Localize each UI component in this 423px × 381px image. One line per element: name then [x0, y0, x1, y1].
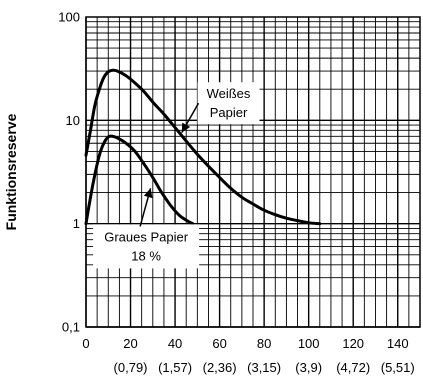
- annotation-white-paper-line-2: Papier: [210, 105, 248, 120]
- x-secondary-label: (3,15): [247, 360, 281, 375]
- y-tick-label: 1: [73, 216, 80, 231]
- x-secondary-label: (5,51): [381, 360, 415, 375]
- x-secondary-label: (1,57): [158, 360, 192, 375]
- x-axis-ticks: 0 20 40 60 80 100 120 140: [82, 336, 408, 351]
- series-layer: [84, 68, 322, 226]
- y-axis-ticks: 0,1 1 10 100: [58, 10, 80, 335]
- series-line-white-paper: [84, 68, 322, 226]
- annotation-white-paper: Weißes Papier: [181, 82, 260, 134]
- x-tick-label: 40: [168, 336, 182, 351]
- x-tick-label: 0: [82, 336, 89, 351]
- y-tick-label: 10: [66, 113, 80, 128]
- annotation-grey-paper-arrowhead: [143, 188, 153, 199]
- x-tick-label: 80: [257, 336, 271, 351]
- annotation-white-paper-arrowhead: [181, 122, 191, 133]
- x-tick-label: 120: [342, 336, 364, 351]
- x-tick-label: 20: [123, 336, 137, 351]
- x-secondary-label: (2,36): [203, 360, 237, 375]
- minor-gridlines: [86, 17, 421, 327]
- annotation-white-paper-box: [197, 82, 260, 125]
- series-line-grey-paper: [84, 134, 195, 226]
- annotation-white-paper-line-1: Weißes: [207, 86, 251, 101]
- y-axis-label: Funktionsreserve: [3, 113, 19, 230]
- x-tick-label: 100: [298, 336, 320, 351]
- x-secondary-label: (0,79): [114, 360, 148, 375]
- x-secondary-label: (4,72): [336, 360, 370, 375]
- x-tick-label: 60: [212, 336, 226, 351]
- annotation-grey-paper-line-1: Graues Papier: [104, 229, 188, 244]
- annotation-grey-paper-box: [93, 224, 200, 269]
- x-tick-label: 140: [387, 336, 409, 351]
- y-tick-label: 0,1: [62, 320, 80, 335]
- annotation-grey-paper: Graues Papier 18 %: [93, 188, 200, 269]
- x-secondary-label: (3,9): [295, 360, 322, 375]
- plot-frame: [85, 16, 421, 328]
- x-secondary-labels: (0,79) (1,57) (2,36) (3,15) (3,9) (4,72) (5,51…: [114, 360, 415, 375]
- y-tick-label: 100: [58, 10, 80, 25]
- annotation-grey-paper-line-2: 18 %: [131, 248, 161, 263]
